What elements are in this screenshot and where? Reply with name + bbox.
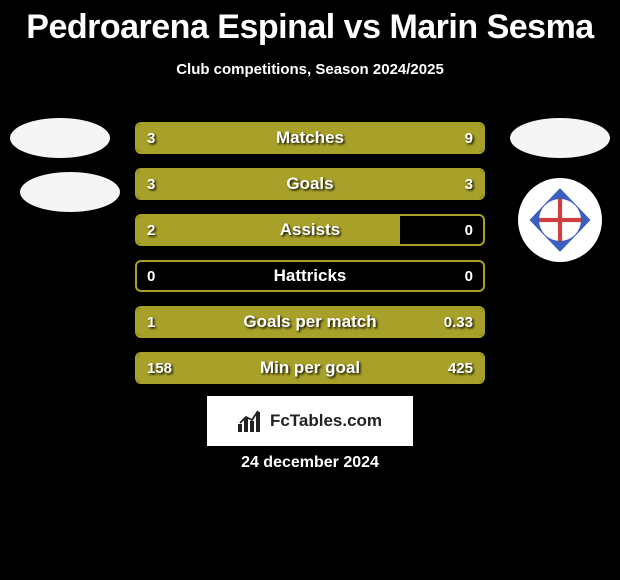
club-logo-icon (525, 185, 595, 255)
bar-label: Assists (137, 216, 483, 244)
stat-bar-assists: 20Assists (135, 214, 485, 246)
subtitle: Club competitions, Season 2024/2025 (0, 61, 620, 78)
bar-label: Goals (137, 170, 483, 198)
stat-bar-goals: 33Goals (135, 168, 485, 200)
bar-label: Goals per match (137, 308, 483, 336)
bar-label: Min per goal (137, 354, 483, 382)
stat-bar-hattricks: 00Hattricks (135, 260, 485, 292)
player-left-badge-1 (10, 118, 110, 158)
bar-label: Hattricks (137, 262, 483, 290)
player-right-club-logo (518, 178, 602, 262)
stats-bars: 39Matches 33Goals 20Assists 00Hattricks 10.3… (135, 122, 485, 398)
stat-bar-goals-per-match: 10.33Goals per match (135, 306, 485, 338)
page-title: Pedroarena Espinal vs Marin Sesma (0, 0, 620, 47)
fctables-logo-icon (238, 410, 264, 432)
bar-label: Matches (137, 124, 483, 152)
footer-attribution: FcTables.com (207, 396, 413, 446)
footer-text: FcTables.com (270, 411, 382, 431)
date-text: 24 december 2024 (0, 454, 620, 472)
player-right-badge-1 (510, 118, 610, 158)
stat-bar-matches: 39Matches (135, 122, 485, 154)
stat-bar-min-per-goal: 158425Min per goal (135, 352, 485, 384)
player-left-badge-2 (20, 172, 120, 212)
